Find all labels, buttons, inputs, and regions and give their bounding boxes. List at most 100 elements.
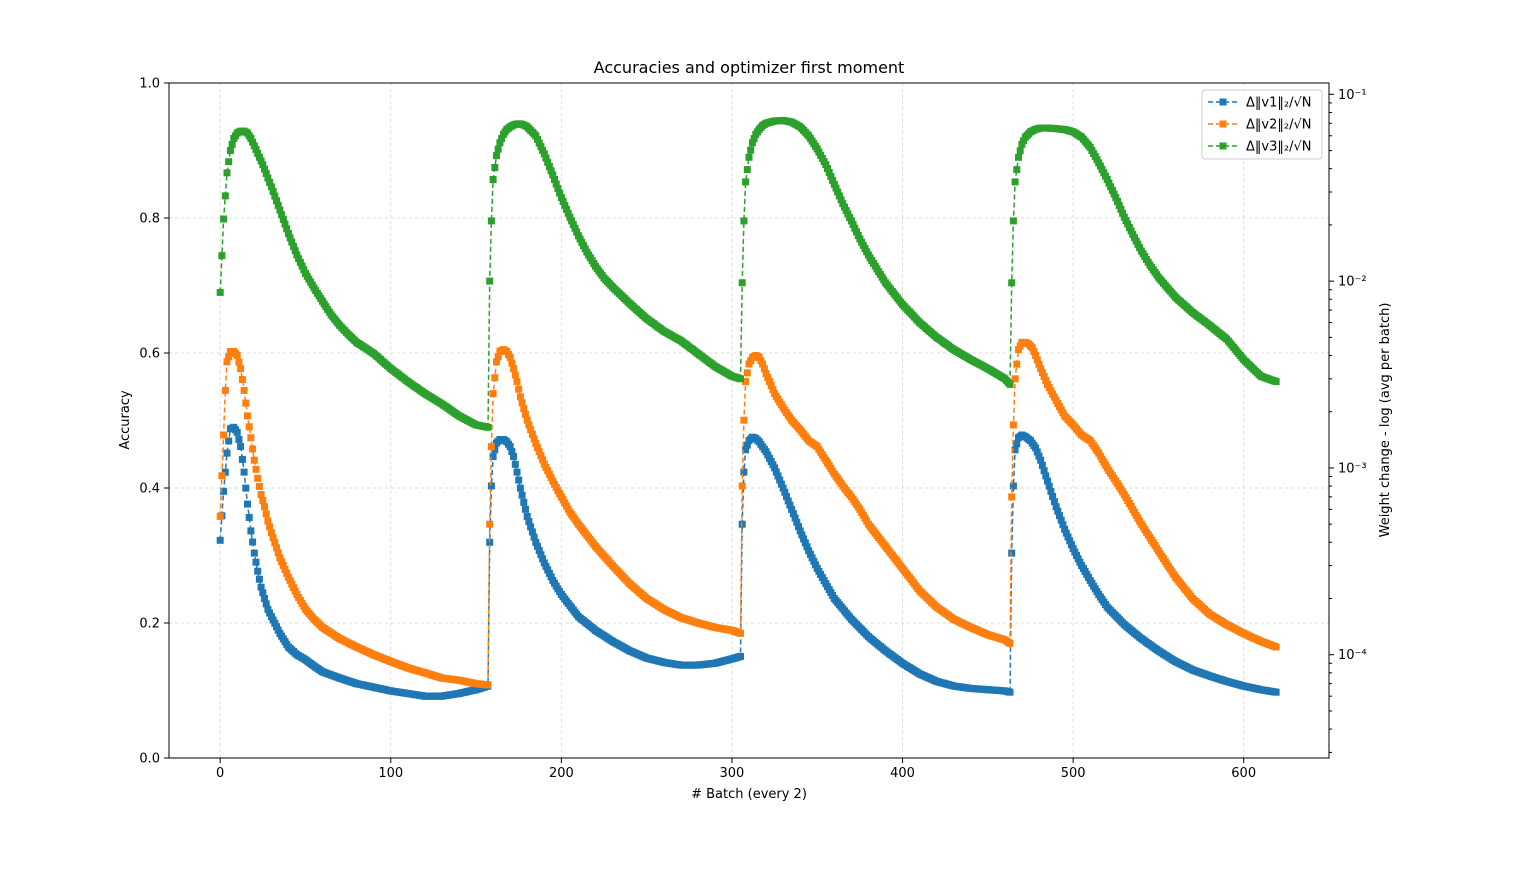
data-point	[1011, 446, 1019, 454]
data-point	[776, 476, 784, 484]
data-point	[274, 549, 282, 557]
data-point	[250, 456, 258, 464]
data-point	[1032, 444, 1040, 452]
data-point	[545, 163, 553, 171]
y-axis-right: 10⁻⁴ 10⁻³ 10⁻² 10⁻¹	[1329, 88, 1367, 753]
data-point	[737, 375, 744, 383]
data-point	[566, 213, 574, 221]
data-point	[1067, 541, 1075, 549]
chart-title: Accuracies and optimizer first moment	[594, 58, 905, 77]
data-point	[1035, 452, 1043, 460]
data-point	[1033, 448, 1041, 456]
data-point	[228, 141, 236, 148]
data-point	[745, 153, 753, 161]
data-point	[515, 476, 523, 484]
data-point	[216, 512, 224, 520]
data-point	[291, 247, 299, 255]
data-point	[803, 543, 811, 551]
data-point	[255, 575, 263, 583]
data-point	[511, 460, 519, 468]
data-point	[244, 412, 251, 420]
data-point	[561, 201, 569, 209]
data-point	[743, 369, 751, 377]
data-point	[1028, 344, 1036, 352]
legend-swatch-marker	[1219, 98, 1227, 106]
data-point	[791, 514, 799, 522]
data-point	[254, 567, 262, 575]
data-point	[1272, 378, 1280, 386]
data-point	[853, 228, 860, 236]
data-point	[539, 456, 547, 464]
data-point	[221, 192, 229, 200]
data-point	[233, 352, 241, 359]
data-point	[539, 555, 547, 563]
x-tick-label: 200	[549, 766, 574, 781]
data-point	[1108, 186, 1116, 194]
data-point	[511, 371, 519, 379]
data-point	[254, 474, 262, 482]
legend-label: Δ‖v2‖₂/√N	[1246, 118, 1311, 133]
x-axis-label: # Batch (every 2)	[691, 787, 807, 802]
data-point	[537, 452, 545, 460]
data-point	[527, 426, 535, 434]
data-point	[1272, 688, 1280, 696]
data-point	[237, 365, 245, 373]
data-point	[516, 484, 524, 492]
data-point	[513, 468, 521, 476]
data-point	[1119, 209, 1127, 217]
data-point	[235, 358, 243, 366]
data-point	[824, 165, 831, 173]
data-point	[489, 390, 497, 398]
data-point	[225, 353, 233, 361]
legend-label: Δ‖v3‖₂/√N	[1246, 140, 1311, 155]
data-point	[527, 523, 535, 531]
data-point	[249, 445, 257, 453]
y-tick-label: 0.4	[139, 482, 160, 497]
data-point	[226, 147, 234, 155]
data-point	[262, 170, 270, 177]
data-point	[849, 221, 857, 229]
data-point	[835, 192, 843, 200]
data-point	[1038, 461, 1046, 469]
data-point	[523, 512, 531, 520]
y-tick-label: 0.2	[139, 617, 160, 632]
data-point	[288, 238, 296, 246]
x-tick-label: 300	[720, 766, 745, 781]
data-point	[801, 539, 809, 547]
data-point	[534, 135, 541, 143]
data-point	[1038, 369, 1046, 377]
data-point	[564, 209, 572, 217]
data-point	[216, 536, 224, 544]
legend-swatch-marker	[1219, 120, 1227, 128]
data-point	[1042, 472, 1050, 480]
data-point	[772, 468, 780, 476]
data-point	[508, 359, 516, 367]
data-point	[252, 558, 260, 566]
data-point	[1040, 373, 1048, 380]
data-point	[486, 277, 494, 285]
data-point	[1016, 147, 1024, 155]
data-point	[1044, 477, 1051, 485]
data-point	[737, 629, 744, 637]
data-point	[506, 443, 514, 451]
data-point	[748, 139, 756, 147]
data-point	[271, 192, 279, 200]
data-point	[493, 358, 500, 366]
data-point	[1061, 525, 1069, 533]
data-point	[1020, 137, 1028, 145]
data-point	[274, 201, 282, 209]
data-point	[247, 527, 255, 535]
data-point	[774, 472, 782, 480]
data-point	[233, 428, 241, 436]
data-point	[547, 167, 555, 175]
data-point	[487, 443, 495, 451]
data-point	[1059, 521, 1067, 529]
series-2	[216, 338, 1280, 689]
data-point	[266, 609, 274, 617]
data-point	[245, 423, 253, 431]
data-point	[1016, 342, 1024, 350]
data-point	[264, 605, 272, 613]
data-point	[779, 484, 787, 492]
data-point	[491, 374, 499, 382]
data-point	[1008, 493, 1016, 501]
